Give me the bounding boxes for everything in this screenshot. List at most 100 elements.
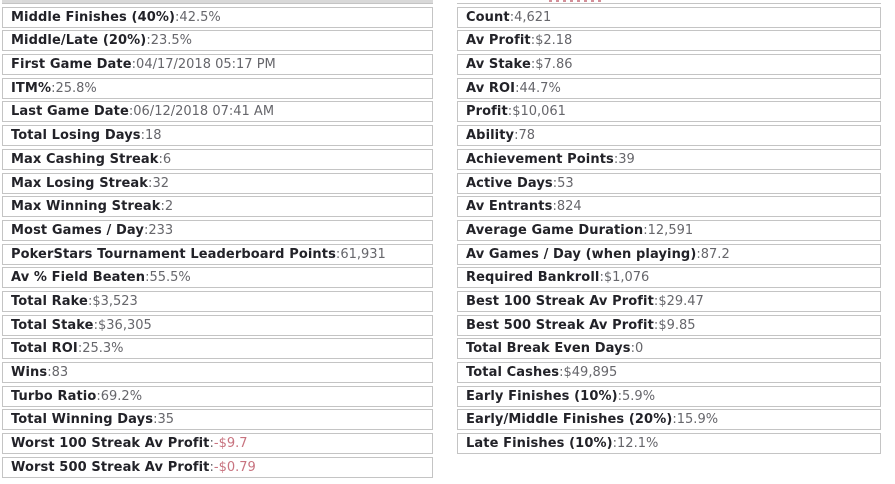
stat-value: -$9.7	[213, 436, 248, 452]
stat-label: Late Finishes (10%)	[466, 436, 613, 452]
stat-row: Profit: $10,061	[457, 101, 881, 123]
stat-value: 83	[51, 365, 69, 380]
stat-label: Av % Field Beaten	[11, 270, 146, 286]
stat-separator: :	[530, 33, 536, 49]
stat-label: Most Games / Day	[11, 222, 144, 238]
stat-label: Best 500 Streak Av Profit	[466, 317, 654, 333]
stat-separator: :	[653, 317, 659, 333]
stat-separator: :	[514, 128, 519, 144]
stat-label: Total Stake	[11, 317, 94, 333]
stat-separator: :	[552, 199, 557, 215]
stat-row: Max Losing Streak: 32	[2, 172, 433, 194]
stat-separator: :	[146, 33, 151, 49]
stat-value: 233	[148, 222, 174, 238]
stat-value: $29.47	[658, 293, 704, 309]
stat-separator: :	[335, 246, 341, 262]
stat-label: Best 100 Streak Av Profit	[466, 293, 654, 309]
stat-row: Av ROI: 44.7%	[457, 77, 881, 99]
stat-row: PokerStars Tournament Leaderboard Points…	[2, 243, 433, 265]
stat-label: Total Rake	[11, 293, 88, 309]
stat-row: Total Losing Days: 18	[2, 125, 433, 147]
stat-separator: :	[613, 151, 619, 167]
stat-label: Last Game Date	[11, 104, 129, 120]
stat-value: 15.9%	[676, 412, 719, 428]
stat-row: Max Cashing Streak: 6	[2, 148, 433, 170]
stat-row: Best 500 Streak Av Profit: $9.85	[457, 314, 881, 336]
stat-label: Achievement Points	[466, 151, 614, 167]
stat-value: 5.9%	[622, 388, 656, 404]
stat-separator: :	[153, 412, 158, 428]
stat-value: 4,621	[514, 9, 552, 25]
stat-value: -$0.79	[213, 459, 256, 475]
stat-label: ITM%	[11, 80, 52, 96]
stat-separator: :	[617, 388, 623, 404]
stat-row: First Game Date: 04/17/2018 05:17 PM	[2, 54, 433, 76]
stat-label: Max Winning Streak	[11, 199, 161, 215]
stat-label: First Game Date	[11, 57, 132, 73]
stat-separator: :	[160, 199, 165, 215]
stat-row: Total Stake: $36,305	[2, 314, 433, 336]
stat-label: Wins	[11, 365, 48, 380]
stat-separator: :	[643, 222, 648, 238]
stat-label: Av Entrants	[466, 199, 553, 215]
stat-separator: :	[509, 9, 515, 25]
stat-value: 87.2	[700, 246, 730, 262]
stat-label: Av ROI	[466, 80, 516, 96]
stat-value: $10,061	[512, 104, 566, 120]
stat-row: Wins: 83	[2, 362, 433, 383]
stats-column-right: Count: 4,621 Av Profit: $2.18 Av Stake: …	[457, 0, 881, 478]
stat-value: 44.7%	[519, 80, 561, 96]
stat-value: 78	[518, 128, 536, 144]
stat-value: $49,895	[563, 365, 618, 380]
stat-value: 69.2%	[100, 388, 143, 404]
stat-separator: :	[51, 80, 56, 96]
stat-row: Late Finishes (10%): 12.1%	[457, 433, 881, 455]
stat-separator: :	[515, 80, 520, 96]
stat-separator: :	[599, 270, 604, 286]
stat-separator: :	[96, 388, 101, 404]
stats-column-left: Middle Finishes (40%): 42.5% Middle/Late…	[2, 0, 433, 478]
stat-separator: :	[175, 9, 180, 25]
stat-label: Count	[466, 9, 510, 25]
stat-separator: :	[87, 293, 93, 309]
cropped-negative-value-glimpse	[549, 0, 603, 2]
stat-value: 06/12/2018 07:41 AM	[133, 104, 275, 120]
stat-label: Average Game Duration	[466, 222, 644, 238]
stat-row: Total Rake: $3,523	[2, 290, 433, 312]
stat-label: Total Losing Days	[11, 128, 141, 144]
stat-separator: :	[653, 293, 659, 309]
stat-value: 6	[162, 151, 172, 167]
stat-row: Average Game Duration: 12,591	[457, 219, 881, 241]
stat-row: Av Games / Day (when playing): 87.2	[457, 243, 881, 265]
stat-value: 42.5%	[179, 9, 221, 25]
stat-row: Active Days: 53	[457, 172, 881, 194]
stat-value: 25.8%	[55, 80, 97, 96]
stat-row: Early/Middle Finishes (20%): 15.9%	[457, 409, 881, 431]
stat-label: Av Stake	[466, 57, 531, 73]
stat-separator: :	[696, 246, 701, 262]
stat-separator: :	[128, 104, 134, 120]
stat-value: 824	[556, 199, 582, 215]
stat-separator: :	[630, 341, 635, 357]
stat-separator: :	[209, 436, 214, 452]
stat-label: Av Profit	[466, 33, 531, 49]
stat-value: $3,523	[92, 293, 138, 309]
stat-value: 0	[634, 341, 644, 357]
stat-row: Ability: 78	[457, 125, 881, 147]
stat-label: PokerStars Tournament Leaderboard Points	[11, 246, 336, 262]
stat-label: Turbo Ratio	[11, 388, 97, 404]
stat-row: Total Winning Days: 35	[2, 409, 433, 431]
stat-row: Required Bankroll: $1,076	[457, 267, 881, 289]
stat-row: Av Stake: $7.86	[457, 54, 881, 76]
stat-value: $7.86	[535, 57, 573, 73]
stat-value: 25.3%	[82, 341, 124, 357]
stat-value: 12.1%	[617, 436, 659, 452]
stat-row: Count: 4,621	[457, 6, 881, 28]
stat-label: Required Bankroll	[466, 270, 600, 286]
stat-value: 55.5%	[149, 270, 191, 286]
stat-row: ITM%: 25.8%	[2, 77, 433, 99]
stat-row: Middle Finishes (40%): 42.5%	[2, 6, 433, 28]
stat-separator: :	[672, 412, 677, 428]
stat-value: 53	[557, 175, 574, 191]
stat-label: Worst 500 Streak Av Profit	[11, 459, 210, 475]
